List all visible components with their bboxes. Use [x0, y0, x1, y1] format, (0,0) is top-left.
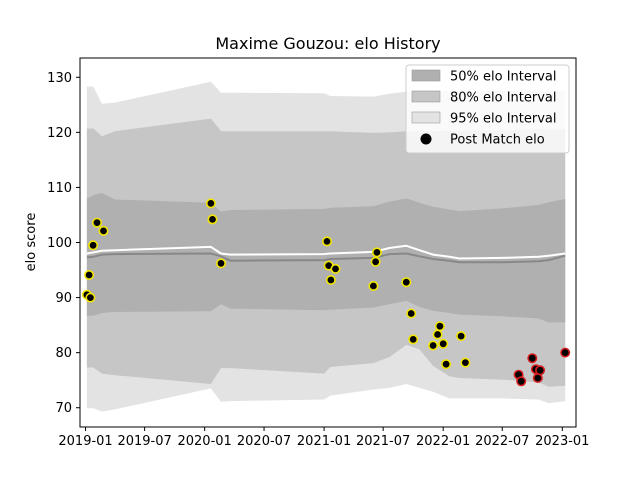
legend-label-2: 95% elo Interval [450, 112, 557, 127]
elo-point-13 [368, 280, 379, 291]
elo-point-14 [370, 256, 381, 267]
x-tick-label-1: 2019-07 [117, 434, 171, 449]
elo-point-25 [460, 357, 471, 368]
elo-point-19 [428, 340, 439, 351]
chart-title: Maxime Gouzou: elo History [215, 34, 440, 53]
legend-swatch-0 [411, 69, 441, 82]
legend-label-3: Post Match elo [450, 133, 545, 148]
elo-point-27 [516, 376, 527, 387]
y-tick-label-3: 100 [47, 236, 72, 251]
legend-box [405, 64, 570, 154]
elo-point-1 [84, 269, 95, 280]
y-tick-label-6: 130 [47, 71, 72, 86]
elo-point-11 [325, 274, 336, 285]
mean-line [86, 252, 566, 264]
y-tick-label-0: 70 [55, 401, 72, 416]
elo-point-17 [406, 308, 417, 319]
legend: 50% elo Interval 80% elo Interval 95% elo … [405, 64, 570, 154]
elo-point-5 [98, 225, 109, 236]
x-tick-label-0: 2019-01 [58, 434, 112, 449]
x-tick-label-4: 2021-01 [297, 434, 351, 449]
elo-point-22 [438, 338, 449, 349]
y-tick-label-4: 110 [47, 181, 72, 196]
elo-point-15 [371, 247, 382, 258]
legend-label-0: 50% elo Interval [450, 70, 557, 85]
elo-point-9 [321, 236, 332, 247]
y-tick-label-1: 80 [55, 346, 72, 361]
elo-point-7 [207, 214, 218, 225]
elo-point-31 [535, 365, 546, 376]
elo-point-21 [434, 321, 445, 332]
elo-point-28 [527, 353, 538, 364]
elo-point-8 [216, 258, 227, 269]
x-tick-label-2: 2020-01 [177, 434, 231, 449]
elo-point-12 [330, 263, 341, 274]
x-tick-label-5: 2021-07 [356, 434, 410, 449]
elo-point-24 [456, 331, 467, 342]
x-tick-label-6: 2022-01 [416, 434, 470, 449]
band-50 [86, 192, 566, 323]
elo-point-16 [401, 277, 412, 288]
plot-area [81, 81, 571, 412]
y-axis-label: elo score [24, 213, 39, 272]
legend-swatch-1 [411, 90, 441, 103]
x-tick-label-8: 2023-01 [535, 434, 589, 449]
elo-point-2 [85, 292, 96, 303]
elo-point-23 [441, 359, 452, 370]
elo-point-3 [88, 240, 99, 251]
elo-point-6 [205, 198, 216, 209]
y-tick-label-2: 90 [55, 291, 72, 306]
x-tick-label-3: 2020-07 [237, 434, 291, 449]
elo-point-20 [432, 329, 443, 340]
x-tick-label-7: 2022-07 [475, 434, 529, 449]
y-axis: 70 80 90 100 110 120 130 [47, 71, 80, 416]
x-axis: 2019-01 2019-07 2020-01 2020-07 2021-01 2021-… [58, 427, 589, 449]
legend-label-1: 80% elo Interval [450, 91, 557, 106]
legend-swatch-2 [411, 111, 441, 124]
elo-point-32 [560, 347, 571, 358]
mean-upper-line [86, 244, 566, 260]
legend-marker-3 [420, 133, 432, 145]
elo-point-18 [408, 334, 419, 345]
y-tick-label-5: 120 [47, 126, 72, 141]
elo-point-4 [92, 217, 103, 228]
